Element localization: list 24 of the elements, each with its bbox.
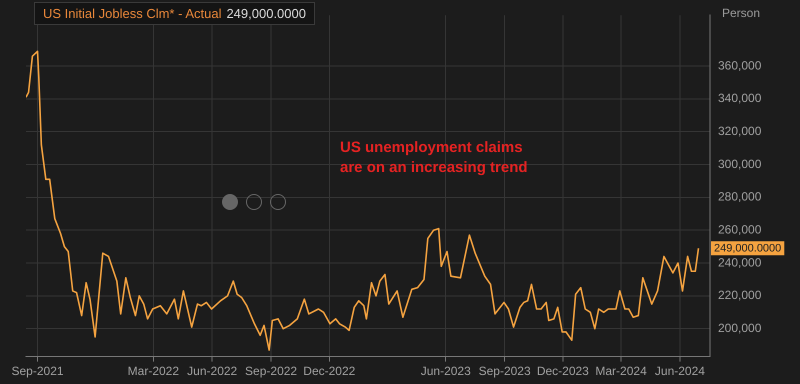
- x-tick-label: Jun-2022: [187, 364, 238, 378]
- x-tick-label: Jun-2023: [420, 364, 472, 378]
- x-tick-label: Sep-2023: [478, 364, 531, 378]
- y-axis-title: Person: [722, 6, 760, 20]
- x-tick-label: Dec-2022: [303, 364, 356, 378]
- x-tick-label: Sep-2021: [11, 364, 64, 378]
- x-tick-label: Jun-2024: [654, 364, 706, 378]
- y-tick-label: 300,000: [718, 156, 762, 171]
- y-tick-label: 320,000: [718, 124, 762, 138]
- x-tick-label: Sep-2022: [245, 364, 298, 378]
- text: 249,000.0000: [714, 242, 782, 254]
- y-tick-label: 260,000: [718, 222, 762, 237]
- y-tick-label: 200,000: [718, 321, 762, 336]
- chart-title: US Initial Jobless Clm* - Actual: [43, 6, 222, 21]
- y-tick-label: 280,000: [718, 190, 762, 204]
- x-tick-label: Mar-2024: [595, 364, 648, 378]
- x-tick-label: Dec-2023: [536, 364, 590, 378]
- chart-subtitle: 249,000.0000: [226, 6, 306, 21]
- y-tick-label: 220,000: [718, 288, 762, 302]
- annotation: US unemployment claims are on an increasing trend: [340, 138, 528, 178]
- x-tick-label: Mar-2022: [128, 364, 180, 378]
- y-tick-label: 360,000: [718, 58, 762, 72]
- y-tick-label: 340,000: [718, 91, 762, 106]
- y-tick-label: 240,000: [718, 255, 762, 270]
